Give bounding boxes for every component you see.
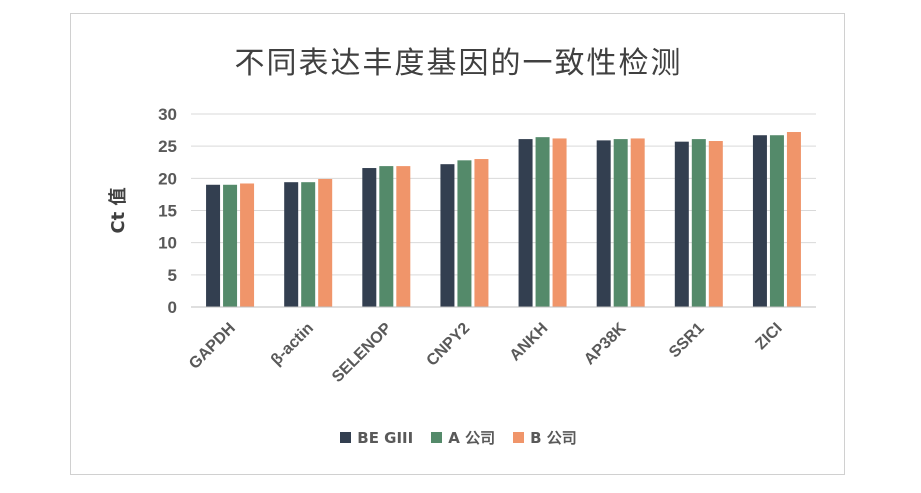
bar: [518, 139, 533, 307]
y-axis-label: Ct 值: [107, 187, 129, 233]
plot-area: 0 5 10 15 20 25 30 Ct 值 GAPDH β-actin SELENOP CNPY2…: [107, 105, 816, 386]
bar: [613, 139, 628, 307]
bar: [708, 141, 723, 307]
bar: [362, 168, 377, 307]
y-tick-label: 20: [158, 169, 177, 188]
bar: [535, 137, 550, 307]
bar: [474, 159, 489, 307]
bar: [301, 182, 316, 307]
bar: [674, 141, 689, 307]
x-tick-label: SELENOP: [329, 320, 395, 386]
legend-swatch: [340, 432, 352, 443]
legend-swatch: [431, 432, 443, 443]
bar: [206, 184, 221, 307]
legend: BE GIII A 公司 B 公司: [71, 427, 846, 448]
bar: [630, 138, 645, 307]
bar: [318, 178, 333, 307]
y-tick-label: 30: [158, 105, 177, 124]
legend-label: BE GIII: [357, 428, 414, 447]
legend-item: B 公司: [513, 427, 577, 448]
legend-label: B 公司: [530, 429, 577, 447]
bar: [596, 140, 611, 307]
legend-item: BE GIII: [340, 429, 413, 447]
legend-item: A 公司: [431, 427, 495, 448]
chart-title: 不同表达丰度基因的一致性检测: [234, 46, 683, 81]
bar: [786, 132, 801, 307]
x-tick-label: SSR1: [666, 320, 708, 362]
bar: [223, 184, 238, 307]
bar: [284, 182, 299, 307]
legend-label: A 公司: [448, 429, 496, 447]
x-tick-label: ZICI: [752, 320, 785, 353]
y-tick-label: 15: [158, 202, 177, 221]
y-tick-label: 0: [168, 298, 177, 317]
x-tick-label: GAPDH: [186, 320, 239, 373]
x-tick-label: AP38K: [581, 319, 630, 368]
y-tick-label: 25: [158, 137, 177, 156]
x-tick-label: CNPY2: [424, 320, 474, 370]
x-tick-label: ANKH: [507, 320, 552, 365]
y-tick-label: 5: [168, 266, 177, 285]
bar: [379, 166, 394, 307]
chart-frame: 不同表达丰度基因的一致性检测 0 5 10 15 20 25 30 Ct 值 GAPDH β-ac…: [70, 13, 845, 475]
bar: [396, 166, 411, 307]
bar: [769, 135, 784, 307]
bar: [240, 183, 255, 307]
bar: [752, 135, 767, 307]
bar: [457, 160, 472, 307]
bar: [691, 139, 706, 307]
y-tick-label: 10: [158, 234, 177, 253]
bar: [440, 164, 455, 307]
legend-swatch: [513, 432, 525, 443]
x-tick-label: β-actin: [268, 320, 317, 369]
bar: [552, 138, 567, 307]
